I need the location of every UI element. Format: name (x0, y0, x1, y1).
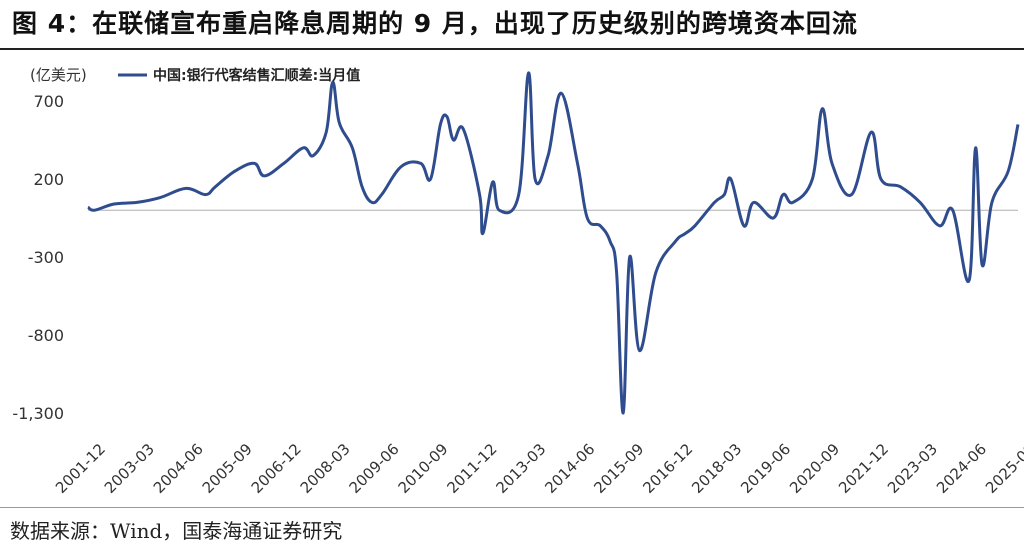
x-tick-label: 2018-03 (688, 440, 745, 497)
legend-label: 中国:银行代客结售汇顺差:当月值 (153, 67, 360, 84)
footer-divider (0, 507, 1024, 508)
y-axis: 700 200 -300 -800 -1,300 (12, 92, 64, 423)
x-tick-label: 2013-03 (492, 440, 549, 497)
x-tick-label: 2011-12 (444, 440, 501, 497)
x-tick-label: 2008-03 (297, 440, 354, 497)
legend: (亿美元) 中国:银行代客结售汇顺差:当月值 (30, 66, 360, 84)
line-chart: 700 200 -300 -800 -1,300 2001-122003-032004-… (12, 66, 1024, 497)
title-divider (0, 48, 1024, 50)
x-tick-label: 2016-12 (639, 440, 696, 497)
series-layer (87, 71, 1020, 415)
y-tick-label: -800 (28, 326, 64, 345)
x-tick-label: 2021-12 (835, 440, 892, 497)
y-tick-label: 200 (33, 170, 64, 189)
y-axis-unit-label: (亿美元) (30, 66, 87, 84)
y-tick-label: 700 (33, 92, 64, 111)
x-tick-label: 2001-12 (52, 440, 109, 497)
x-tick-label: 2024-06 (933, 440, 990, 497)
x-tick-label: 2014-06 (541, 440, 598, 497)
x-axis: 2001-122003-032004-062005-092006-122008-… (52, 209, 1024, 497)
source-note: 数据来源：Wind，国泰海通证券研究 (10, 519, 343, 543)
x-tick-label: 2006-12 (248, 440, 305, 497)
x-tick-label: 2004-06 (150, 440, 207, 497)
x-tick-label: 2003-03 (101, 440, 158, 497)
x-tick-label: 2005-09 (199, 440, 256, 497)
x-tick-label: 2010-09 (395, 440, 452, 497)
y-tick-label: -300 (28, 248, 64, 267)
x-tick-label: 2025-09 (982, 440, 1024, 497)
x-tick-label: 2019-06 (737, 440, 794, 497)
series-line-fx-settlement (87, 71, 1020, 415)
x-tick-label: 2015-09 (590, 440, 647, 497)
x-tick-label: 2009-06 (346, 440, 403, 497)
figure-title: 图 4：在联储宣布重启降息周期的 9 月，出现了历史级别的跨境资本回流 (12, 9, 858, 38)
x-tick-label: 2023-03 (884, 440, 941, 497)
x-tick-label: 2020-09 (786, 440, 843, 497)
y-tick-label: -1,300 (12, 404, 64, 423)
